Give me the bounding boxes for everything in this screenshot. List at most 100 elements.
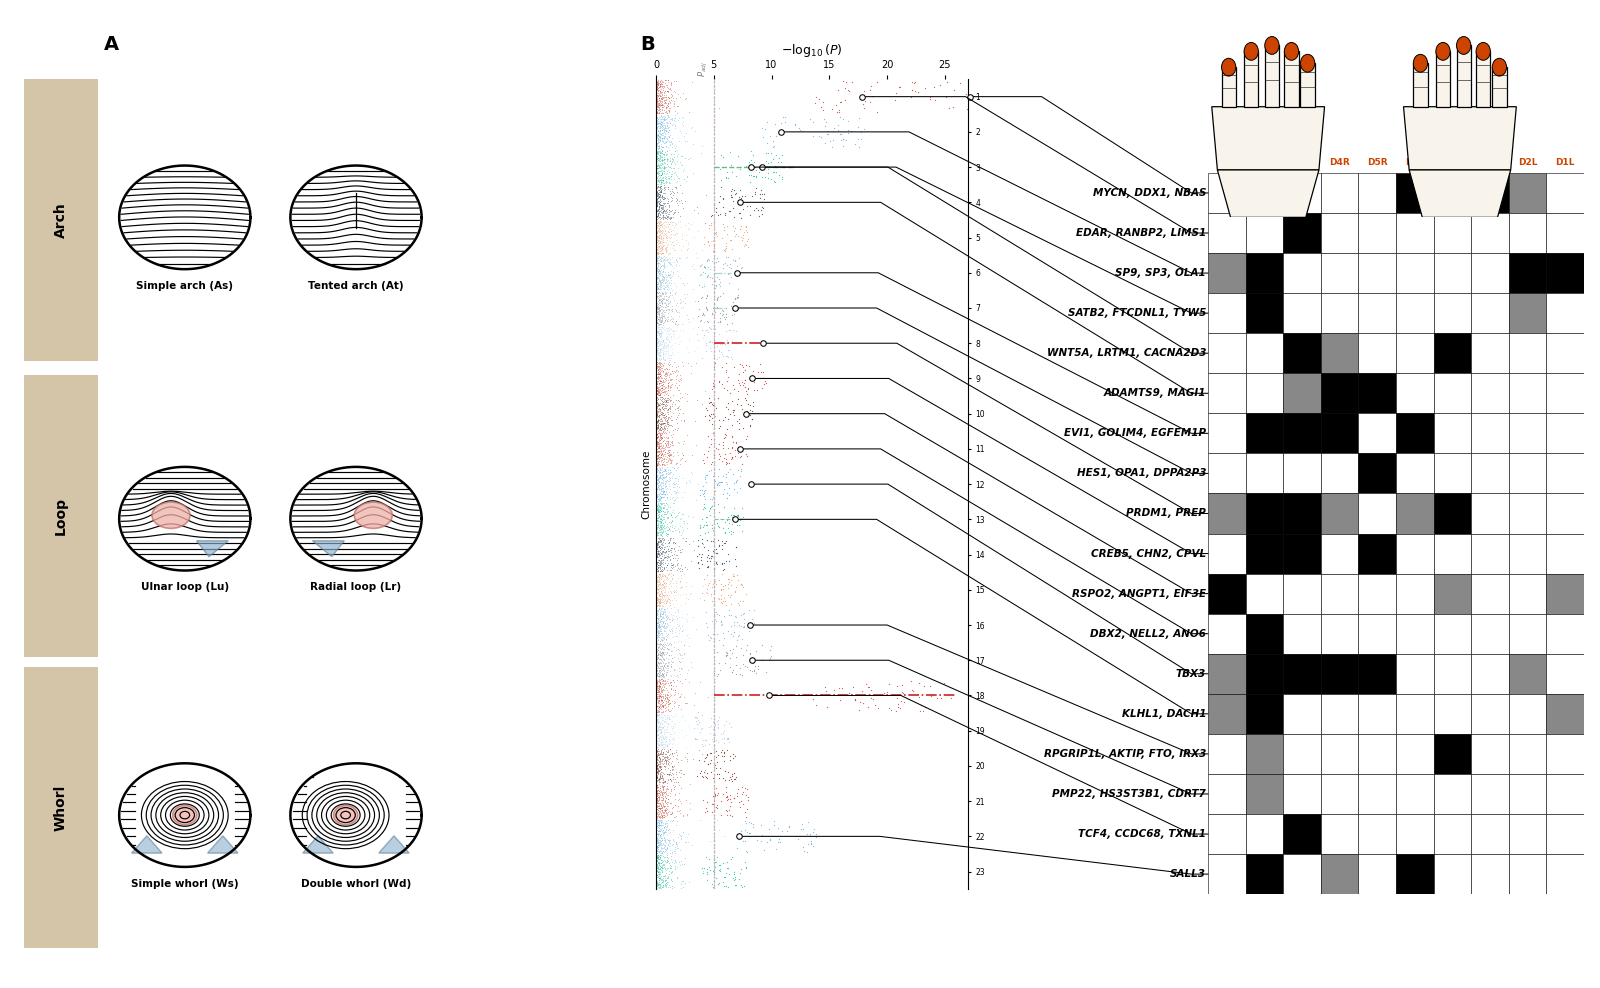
Point xyxy=(645,500,670,516)
Point xyxy=(645,516,670,532)
Point xyxy=(650,741,675,757)
Point xyxy=(653,373,678,389)
Point xyxy=(650,644,675,660)
Point xyxy=(653,275,678,290)
Point xyxy=(654,156,680,172)
Point xyxy=(648,719,674,735)
Point xyxy=(650,645,675,661)
Point xyxy=(646,345,672,361)
Point xyxy=(667,624,693,640)
Point xyxy=(646,681,672,697)
Point xyxy=(704,290,730,306)
Point xyxy=(726,415,752,431)
Point xyxy=(646,534,672,549)
Point xyxy=(646,849,672,864)
Point xyxy=(696,390,722,406)
Point xyxy=(643,563,669,579)
Point xyxy=(646,153,672,169)
Point xyxy=(648,197,674,212)
Point xyxy=(704,292,730,308)
Point xyxy=(648,329,674,345)
Point xyxy=(643,300,669,316)
Point xyxy=(643,785,669,801)
Point xyxy=(645,194,670,209)
Point xyxy=(688,763,714,779)
Point xyxy=(722,748,747,764)
Point xyxy=(787,821,813,837)
Point xyxy=(650,675,675,691)
Point xyxy=(650,823,675,839)
Point xyxy=(651,749,677,765)
Point xyxy=(664,556,690,572)
Point xyxy=(645,838,670,854)
Point xyxy=(643,335,669,351)
Point xyxy=(645,316,670,332)
Point xyxy=(643,162,669,178)
Point xyxy=(646,444,672,459)
Point xyxy=(658,637,683,653)
Point xyxy=(645,861,670,876)
Point xyxy=(722,615,747,630)
Polygon shape xyxy=(208,836,238,853)
Point xyxy=(643,359,669,374)
Point xyxy=(653,462,678,478)
Point xyxy=(664,478,690,494)
Point xyxy=(707,448,733,463)
Point xyxy=(643,146,669,162)
Point xyxy=(643,523,669,538)
Point xyxy=(651,807,677,823)
Point xyxy=(648,421,674,437)
Point xyxy=(656,708,682,724)
Point xyxy=(648,856,674,871)
Point xyxy=(645,397,670,413)
Point xyxy=(650,434,675,450)
Point xyxy=(690,305,715,321)
Point xyxy=(650,416,675,432)
Point xyxy=(643,279,669,294)
Point xyxy=(645,857,670,872)
Point xyxy=(654,274,680,289)
Point xyxy=(664,99,690,115)
Point xyxy=(648,693,674,708)
Point xyxy=(645,618,670,633)
Point xyxy=(662,286,688,301)
Point xyxy=(658,230,683,246)
Point xyxy=(646,676,672,692)
Point xyxy=(656,521,682,536)
Point xyxy=(645,788,670,804)
Point xyxy=(645,835,670,851)
Point xyxy=(643,743,669,759)
Point xyxy=(645,235,670,251)
Text: D1L: D1L xyxy=(1555,158,1574,167)
Point xyxy=(701,577,726,593)
Point xyxy=(645,258,670,274)
Point xyxy=(645,778,670,793)
Point xyxy=(656,288,682,304)
Point xyxy=(690,264,715,280)
Point xyxy=(654,750,680,766)
Point xyxy=(653,816,678,832)
Point xyxy=(741,382,766,398)
Point xyxy=(646,383,672,399)
Point xyxy=(658,410,683,426)
Point xyxy=(712,336,738,352)
Point xyxy=(653,266,678,282)
Point xyxy=(656,223,682,239)
Point xyxy=(645,755,670,771)
Point xyxy=(653,439,678,454)
Point xyxy=(688,266,714,282)
Point xyxy=(651,112,677,127)
Point xyxy=(648,274,674,289)
Point xyxy=(643,144,669,160)
Point xyxy=(654,852,680,867)
Point xyxy=(693,849,718,864)
Point xyxy=(650,297,675,313)
Point xyxy=(645,650,670,666)
Point xyxy=(645,786,670,802)
Point xyxy=(728,480,754,496)
Point xyxy=(669,315,694,331)
Point xyxy=(723,474,749,490)
Point xyxy=(643,267,669,283)
Polygon shape xyxy=(302,836,333,853)
Point xyxy=(714,712,739,728)
